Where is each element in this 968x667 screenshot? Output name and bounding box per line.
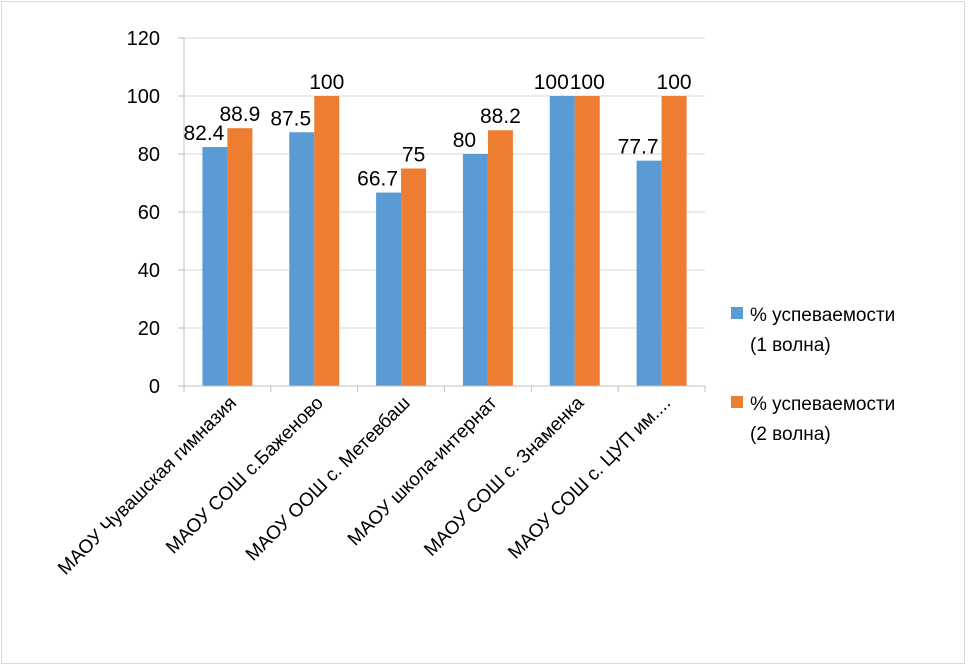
x-category-label: МАОУ СОШ с. Знаменка: [420, 392, 588, 560]
legend-label: (1 волна): [750, 335, 831, 356]
y-tick-label: 80: [138, 144, 160, 166]
legend-swatch-2: [731, 396, 743, 408]
bar-2-3: [401, 168, 427, 386]
bar-1-2: [289, 132, 315, 386]
bar-1-1: [202, 147, 228, 386]
data-label: 88.9: [219, 103, 260, 126]
legend: % успеваемости (1 волна) % успеваемости (2 …: [731, 305, 895, 445]
bar-1-4: [462, 154, 488, 386]
x-category-label: МАОУ школа-интернат: [344, 392, 502, 550]
data-label: 75: [402, 144, 425, 167]
bar-2-1: [227, 128, 253, 386]
y-tick-label: 40: [138, 260, 160, 282]
bar-2-2: [314, 96, 340, 386]
x-category-label: МАОУ СОШ с.Баженово: [162, 393, 328, 559]
legend-label: % успеваемости: [750, 305, 895, 326]
gridlines: [184, 37, 705, 329]
data-label: 100: [309, 71, 344, 94]
legend-label: % успеваемости: [750, 394, 895, 415]
bar-2-5: [574, 96, 600, 386]
y-axis: 0 20 40 60 80 100 120: [127, 28, 185, 398]
data-label: 82.4: [183, 122, 224, 145]
data-label: 66.7: [357, 168, 398, 191]
x-category-label: МАОУ ООШ с. Метевбаш: [242, 393, 415, 566]
bar-2-4: [487, 130, 513, 386]
bar-1-5: [549, 96, 575, 386]
bar-1-6: [636, 160, 662, 386]
y-tick-label: 120: [127, 28, 160, 50]
y-tick-label: 60: [138, 202, 160, 224]
legend-swatch-1: [731, 307, 743, 319]
bar-1-3: [376, 192, 402, 386]
y-tick-label: 20: [138, 318, 160, 340]
data-label: 87.5: [270, 107, 311, 130]
x-category-label: МАОУ СОШ с. ЦУП им....: [504, 393, 675, 564]
data-label: 100: [534, 71, 569, 94]
bar-2-6: [661, 96, 687, 386]
y-tick-label: 100: [127, 86, 160, 108]
data-label: 80: [453, 129, 476, 152]
data-label: 100: [570, 71, 605, 94]
data-label: 88.2: [480, 105, 521, 128]
y-tick-label: 0: [149, 376, 160, 398]
data-label: 100: [657, 71, 692, 94]
x-category-label: МАОУ Чувашская гимназия: [54, 393, 241, 580]
data-label: 77.7: [618, 136, 659, 159]
bars: [202, 96, 687, 386]
legend-label: (2 волна): [750, 424, 831, 445]
